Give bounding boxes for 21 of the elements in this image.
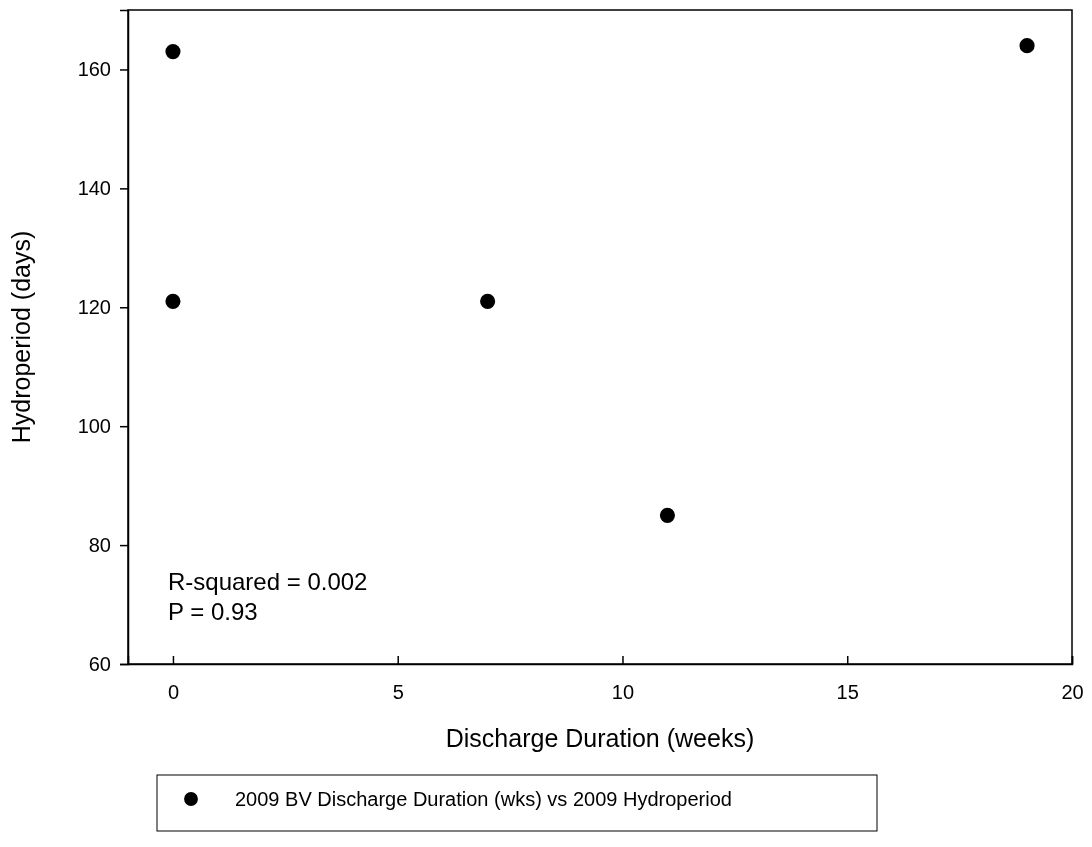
x-axis-title: Discharge Duration (weeks): [445, 724, 755, 752]
x-tick-label: 20: [1061, 681, 1084, 703]
x-tick-label: 0: [167, 681, 180, 703]
y-tick-label: 120: [77, 296, 111, 319]
point: [480, 293, 496, 309]
y-tick-label: 100: [77, 415, 111, 438]
x-tick-label: 10: [611, 681, 635, 703]
y-tick-label: 140: [77, 177, 111, 200]
y-tick-label: 160: [77, 58, 111, 81]
point: [1019, 38, 1035, 54]
annotation: R-squared = 0.002: [168, 568, 368, 595]
x-tick-label: 5: [392, 681, 404, 703]
y-tick-label: 80: [88, 533, 111, 556]
y-tick-label: 60: [88, 652, 111, 675]
point: [659, 507, 675, 523]
annotation: P = 0.93: [168, 598, 258, 625]
point: [165, 44, 181, 60]
legend-label: 2009 BV Discharge Duration (wks) vs 2009 Hydroperiod: [235, 788, 732, 810]
point: [165, 293, 181, 309]
y-axis-title: Hydroperiod (days): [7, 230, 35, 444]
x-tick-label: 15: [836, 681, 859, 703]
